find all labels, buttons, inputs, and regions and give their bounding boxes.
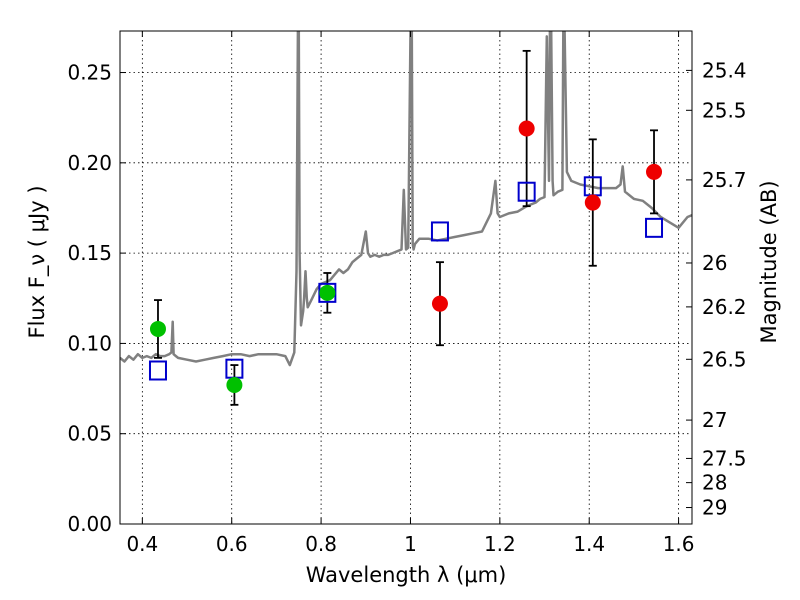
flux-point xyxy=(431,295,448,312)
right-tick-label: 28 xyxy=(702,471,727,495)
plot-frame xyxy=(119,30,693,525)
flux-point xyxy=(646,163,663,180)
flux-point xyxy=(319,284,336,301)
y-tick-label: 0.20 xyxy=(67,151,112,175)
x-tick-label: 1.4 xyxy=(573,532,605,556)
model-square-point xyxy=(148,360,167,381)
right-tick-label: 25.5 xyxy=(702,98,747,122)
right-tick-label: 26.5 xyxy=(702,347,747,371)
x-tick-label: 1.2 xyxy=(484,532,516,556)
flux-point xyxy=(226,376,243,393)
y-tick-label: 0.15 xyxy=(67,241,112,265)
right-tick-label: 27.5 xyxy=(702,446,747,470)
x-tick-label: 0.6 xyxy=(216,532,248,556)
flux-point xyxy=(149,320,166,337)
axis-ticks: 0.4 0.6 0.8 1 1.2 1.4 1.6 0.00 0.05 0.10 0.15 0.20 0… xyxy=(67,31,747,556)
right-tick-label: 26 xyxy=(702,251,727,275)
x-tick-label: 0.4 xyxy=(126,532,158,556)
right-tick-label: 26.2 xyxy=(702,295,747,319)
y-axis-title: Flux F_ν ( μJy ) xyxy=(25,185,50,338)
right-tick-label: 25.7 xyxy=(702,168,747,192)
y-tick-label: 0.25 xyxy=(67,61,112,85)
x-tick-label: 1.6 xyxy=(663,532,695,556)
y-tick-label: 0.10 xyxy=(67,331,112,355)
template-spectrum xyxy=(120,31,692,367)
spectrum-line xyxy=(120,31,692,367)
flux-point xyxy=(584,194,601,211)
right-tick-label: 27 xyxy=(702,408,727,432)
data-markers xyxy=(148,120,664,393)
model-square-point xyxy=(517,181,536,202)
right-axis-title: Magnitude (AB) xyxy=(757,180,781,343)
x-tick-label: 1 xyxy=(404,532,417,556)
right-tick-label: 29 xyxy=(702,496,727,520)
y-tick-label: 0.05 xyxy=(67,422,112,446)
model-square-point xyxy=(645,217,664,238)
model-square-point xyxy=(430,221,449,242)
grid xyxy=(120,31,692,525)
x-axis-title: Wavelength λ (μm) xyxy=(306,563,507,587)
y-tick-label: 0.00 xyxy=(67,512,112,536)
flux-point xyxy=(518,120,535,137)
x-tick-label: 0.8 xyxy=(305,532,337,556)
right-tick-label: 25.4 xyxy=(702,58,747,82)
